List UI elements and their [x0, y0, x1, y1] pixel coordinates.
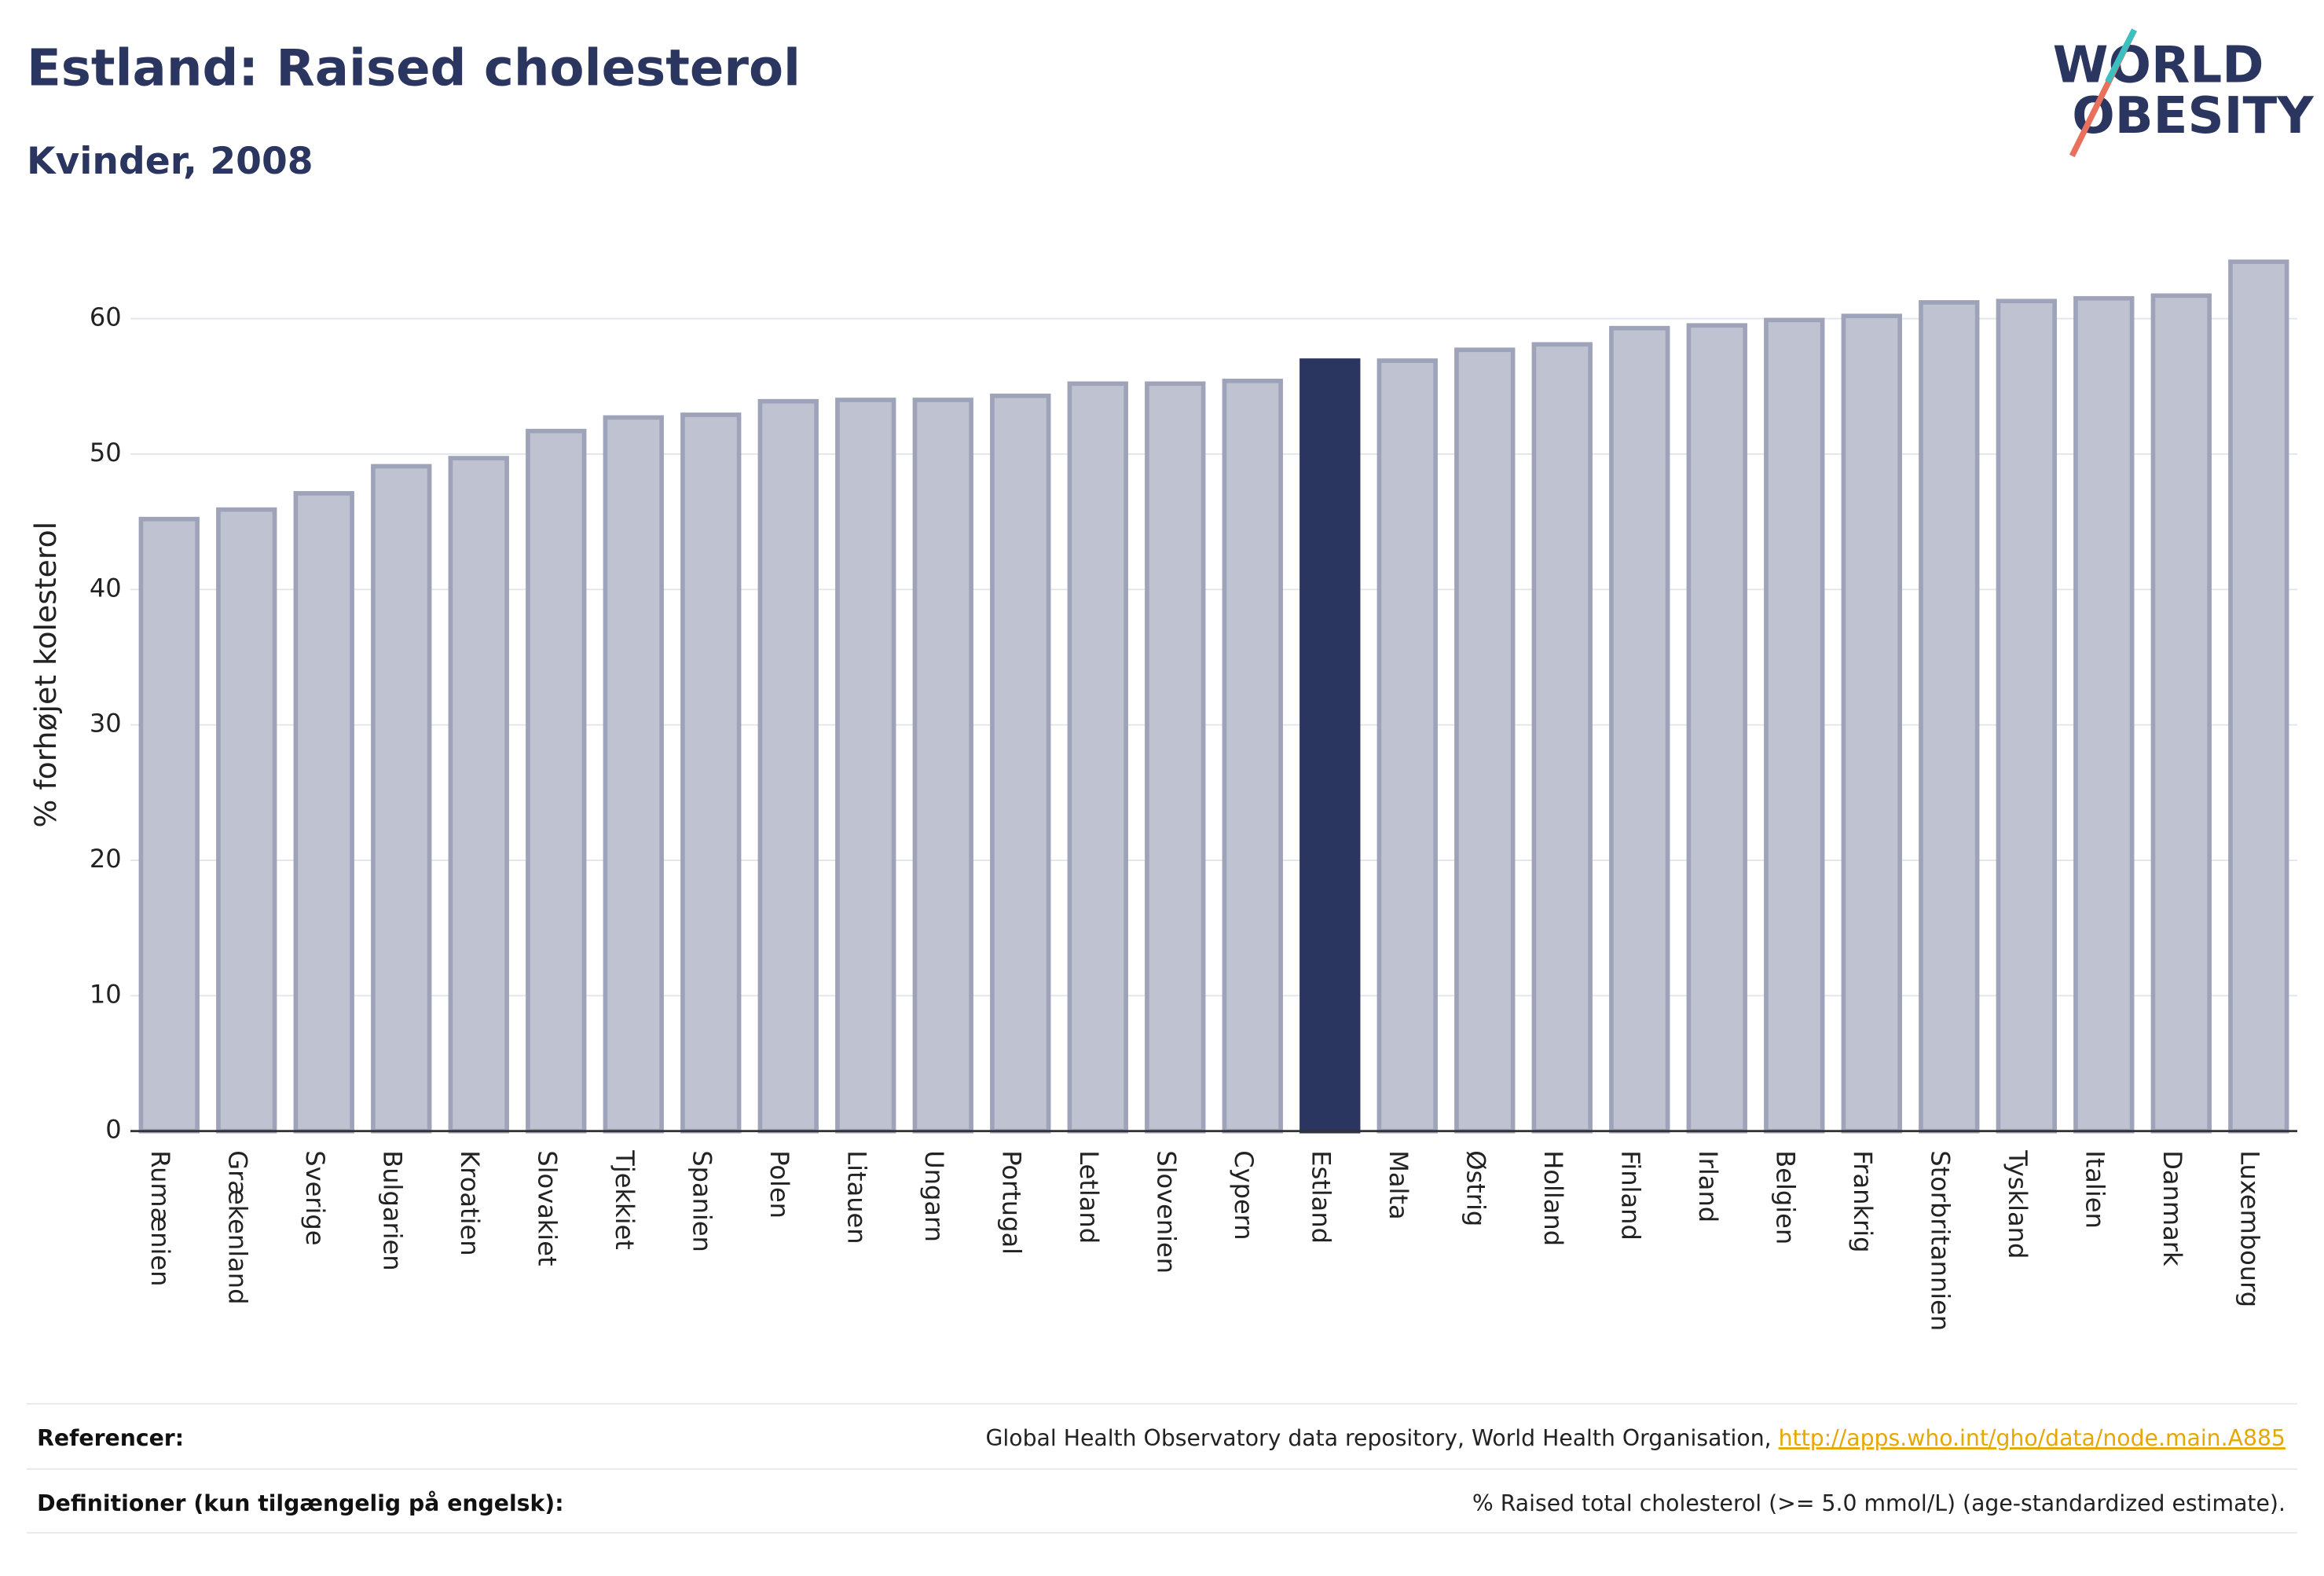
- x-tick-label: Cypern: [1229, 1150, 1259, 1240]
- bar: [293, 491, 354, 1134]
- x-tick-label: Malta: [1384, 1150, 1413, 1219]
- x-tick-label: Slovenien: [1152, 1150, 1182, 1274]
- bar: [912, 398, 973, 1134]
- bar: [603, 415, 664, 1134]
- y-tick-label: 40: [90, 573, 122, 603]
- references: Global Health Observatory data repositor…: [986, 1425, 2286, 1451]
- x-tick-label: Litauen: [842, 1150, 872, 1244]
- x-tick-label: Danmark: [2157, 1150, 2187, 1266]
- x-tick-label: Luxembourg: [2235, 1150, 2265, 1307]
- x-tick-label: Østrig: [1461, 1150, 1491, 1226]
- definitions-text: % Raised total cholesterol (>= 5.0 mmol/…: [1472, 1490, 2286, 1516]
- bar: [1996, 299, 2057, 1134]
- y-tick-label: 0: [105, 1115, 121, 1145]
- x-tick-label: Estland: [1307, 1150, 1336, 1244]
- bar: [2150, 293, 2212, 1134]
- y-tick-label: 30: [90, 709, 122, 739]
- bar: [371, 464, 432, 1134]
- x-tick-label: Irland: [1693, 1150, 1723, 1222]
- logo-text: OBESITY: [2072, 86, 2315, 145]
- definitions-label: Definitioner (kun tilgængelig på engelsk…: [37, 1490, 563, 1516]
- x-tick-label: Finland: [1616, 1150, 1646, 1241]
- bar: [1841, 313, 1902, 1134]
- footer: Referencer: Global Health Observatory da…: [26, 1402, 2298, 1534]
- x-tick-label: Italien: [2080, 1150, 2110, 1229]
- bar: [1609, 325, 1670, 1134]
- bar: [1454, 347, 1516, 1134]
- bar: [1067, 381, 1128, 1134]
- bar: [2073, 295, 2135, 1134]
- bar: [138, 516, 200, 1134]
- bar: [1376, 358, 1438, 1134]
- y-tick-label: 60: [90, 302, 122, 332]
- x-tick-label: Rumænien: [145, 1150, 175, 1286]
- x-tick-label: Tjekkiet: [610, 1149, 640, 1250]
- bar: [216, 507, 277, 1134]
- x-tick-label: Letland: [1074, 1150, 1104, 1244]
- x-tick-label: Frankrig: [1848, 1150, 1878, 1252]
- bar: [1222, 379, 1283, 1134]
- bar: [1764, 317, 1825, 1134]
- x-tick-label: Sverige: [300, 1150, 330, 1245]
- x-tick-label: Spanien: [687, 1150, 717, 1252]
- logo-text: WORLD: [2053, 36, 2264, 95]
- bar: [757, 398, 819, 1134]
- x-tick-label: Kroatien: [455, 1150, 485, 1255]
- bar: [835, 398, 896, 1134]
- references-label: Referencer:: [37, 1425, 184, 1451]
- y-tick-label: 50: [90, 438, 122, 467]
- bar: [1686, 323, 1747, 1134]
- x-tick-label: Belgien: [1771, 1150, 1801, 1244]
- logo-slash: [2105, 28, 2137, 83]
- chart-title: Estland: Raised cholesterol: [27, 38, 801, 97]
- logo: WORLD OBESITY: [2053, 28, 2315, 158]
- bar: [680, 412, 742, 1134]
- y-axis-title: % forhøjet kolesterol: [28, 522, 63, 828]
- x-tick-label: Storbritannien: [1926, 1150, 1956, 1331]
- bar: [1145, 381, 1206, 1134]
- x-tick-label: Polen: [764, 1150, 794, 1219]
- x-tick-label: Ungarn: [919, 1150, 949, 1242]
- x-tick-label: Bulgarien: [378, 1150, 408, 1270]
- y-tick-label: 20: [90, 844, 122, 874]
- x-tick-label: Holland: [1538, 1150, 1568, 1246]
- bar: [1299, 358, 1361, 1134]
- chart-subtitle: Kvinder, 2008: [27, 140, 313, 183]
- references-link[interactable]: http://apps.who.int/gho/data/node.main.A…: [1779, 1425, 2286, 1451]
- x-tick-label: Portugal: [997, 1150, 1027, 1255]
- bar: [1919, 300, 1980, 1134]
- bar: [526, 428, 587, 1134]
- references-text: Global Health Observatory data repositor…: [986, 1425, 1779, 1451]
- x-tick-label: Grækenland: [223, 1150, 253, 1304]
- bar: [2228, 259, 2289, 1134]
- x-tick-label: Slovakiet: [533, 1150, 563, 1266]
- x-tick-label: Tyskland: [2003, 1149, 2033, 1259]
- bar: [1531, 342, 1593, 1134]
- y-tick-label: 10: [90, 979, 122, 1009]
- bar: [448, 456, 509, 1134]
- bar: [990, 393, 1051, 1134]
